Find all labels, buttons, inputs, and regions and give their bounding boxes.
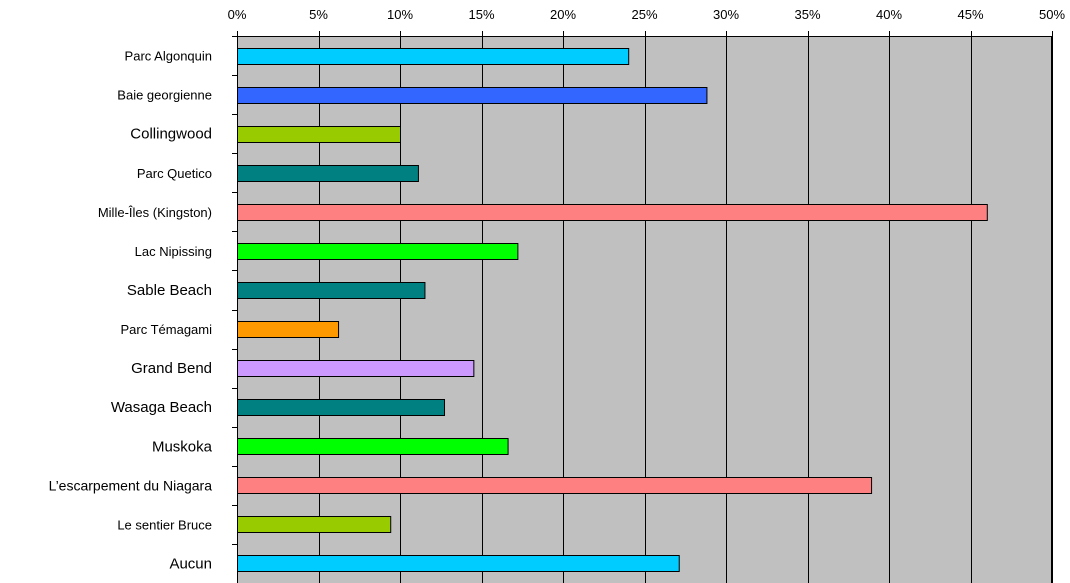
y-tick-label: Muskoka bbox=[152, 438, 213, 455]
y-tick-label: Parc Algonquin bbox=[125, 49, 212, 64]
bar bbox=[237, 555, 680, 572]
bar bbox=[237, 48, 630, 65]
bar bbox=[237, 282, 426, 299]
x-tick-label: 45% bbox=[957, 7, 983, 22]
bar bbox=[237, 516, 392, 533]
bar bbox=[237, 360, 475, 377]
bar bbox=[237, 126, 401, 143]
bar bbox=[237, 399, 446, 416]
x-tick-label: 0% bbox=[228, 7, 247, 22]
y-axis: Parc Algonquin Baie georgienne Collingwood… bbox=[49, 36, 237, 572]
y-tick-label: Lac Nipissing bbox=[135, 244, 212, 259]
y-tick-label: Collingwood bbox=[130, 126, 212, 143]
y-tick-label: Parc Quetico bbox=[137, 166, 212, 181]
x-tick-label: 50% bbox=[1039, 7, 1065, 22]
y-tick-label: L’escarpement du Niagara bbox=[49, 477, 213, 493]
bar bbox=[237, 87, 708, 104]
y-tick-label: Sable Beach bbox=[127, 282, 212, 299]
plot-border bbox=[237, 36, 1052, 583]
y-tick-label: Grand Bend bbox=[131, 360, 212, 377]
bar bbox=[237, 477, 873, 494]
bar bbox=[237, 165, 419, 182]
bar bbox=[237, 243, 519, 260]
x-tick-label: 25% bbox=[631, 7, 657, 22]
y-tick-label: Wasaga Beach bbox=[111, 399, 212, 416]
y-tick-label: Mille-Îles (Kingston) bbox=[98, 205, 212, 220]
y-tick-label: Aucun bbox=[169, 555, 212, 572]
x-tick-label: 35% bbox=[794, 7, 820, 22]
plot-area bbox=[237, 36, 1052, 583]
y-tick-label: Le sentier Bruce bbox=[117, 517, 212, 532]
x-axis: 0% 5% 10% 15% 20% 25% 30% 35% 40% 45% 50% bbox=[228, 7, 1065, 36]
bar bbox=[237, 321, 340, 338]
y-tick-label: Parc Témagami bbox=[120, 322, 212, 337]
x-tick-label: 15% bbox=[468, 7, 494, 22]
bar bbox=[237, 438, 509, 455]
bar bbox=[237, 204, 988, 221]
x-tick-label: 40% bbox=[876, 7, 902, 22]
x-tick-label: 20% bbox=[550, 7, 576, 22]
y-tick-label: Baie georgienne bbox=[117, 88, 212, 103]
x-tick-label: 5% bbox=[309, 7, 328, 22]
x-tick-label: 30% bbox=[713, 7, 739, 22]
x-tick-label: 10% bbox=[387, 7, 413, 22]
